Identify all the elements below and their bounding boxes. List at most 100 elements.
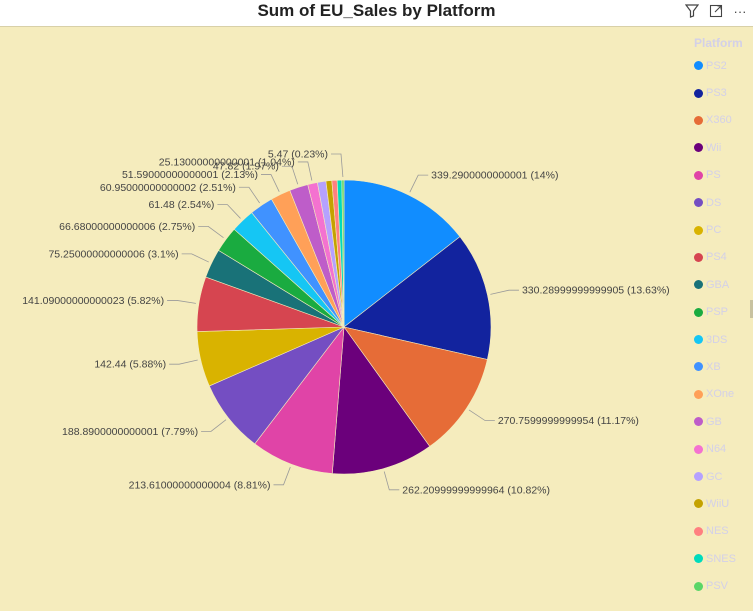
pie-slice-ps3[interactable]	[343, 236, 492, 360]
legend-item-gb[interactable]: GB	[694, 408, 753, 435]
leader-line	[297, 161, 313, 181]
legend-item-ps3[interactable]: PS3	[694, 79, 753, 106]
legend-marker	[694, 115, 703, 125]
legend-label: PSP	[706, 306, 729, 319]
leader-line	[468, 409, 495, 421]
data-label: 51.59000000000001 (2.13%)	[122, 169, 258, 181]
legend-item-psp[interactable]: PSP	[694, 299, 753, 326]
legend-item-psv[interactable]: PSV	[694, 572, 753, 599]
scrollbar[interactable]	[750, 300, 753, 318]
legend-label: 3DS	[706, 333, 728, 346]
legend-label: GB	[706, 415, 722, 428]
leader-line	[490, 289, 519, 295]
legend-marker	[694, 88, 703, 98]
legend-label: XOne	[706, 388, 735, 401]
legend-marker	[694, 170, 703, 180]
data-label: 25.13000000000001 (1.04%)	[159, 156, 295, 168]
legend-label: SNES	[706, 552, 736, 565]
legend-label: NES	[706, 525, 729, 538]
legend-marker	[694, 554, 703, 564]
data-label: 188.8900000000001 (7.79%)	[62, 426, 198, 438]
legend-item-ps4[interactable]: PS4	[694, 244, 753, 271]
legend-item-snes[interactable]: SNES	[694, 545, 753, 572]
data-label: 66.68000000000006 (2.75%)	[59, 221, 195, 233]
legend-label: PS	[706, 169, 721, 182]
data-label: 60.95000000000002 (2.51%)	[100, 182, 236, 194]
legend-marker	[694, 335, 703, 345]
legend-item-3ds[interactable]: 3DS	[694, 326, 753, 353]
pie-slice-x360[interactable]	[343, 326, 488, 447]
visual-header-icons: ···	[683, 2, 749, 20]
legend-marker	[694, 252, 703, 262]
legend-item-xone[interactable]: XOne	[694, 381, 753, 408]
data-label: 270.7599999999954 (11.17%)	[498, 415, 639, 427]
pie-slice-ps[interactable]	[254, 326, 345, 474]
legend-item-wii[interactable]: Wii	[694, 134, 753, 161]
legend-label: GC	[706, 470, 723, 483]
leader-line	[198, 225, 224, 239]
legend-item-ds[interactable]: DS	[694, 189, 753, 216]
legend-item-gba[interactable]: GBA	[694, 271, 753, 298]
legend-item-x360[interactable]: X360	[694, 107, 753, 134]
legend-marker	[694, 417, 703, 427]
data-label: 142.44 (5.88%)	[94, 359, 166, 371]
legend-label: X360	[706, 114, 732, 127]
data-label: 47.82 (1.97%)	[213, 161, 279, 173]
leader-line	[181, 253, 209, 263]
legend-item-wiiu[interactable]: WiiU	[694, 490, 753, 517]
data-label: 141.09000000000023 (5.82%)	[22, 295, 164, 307]
legend-label: PS4	[706, 251, 727, 264]
legend-marker	[694, 198, 703, 208]
leader-line	[217, 204, 241, 219]
legend-title: Platform	[694, 36, 743, 50]
pie-chart: 339.2900000000001 (14%) 330.2899999999990…	[22, 149, 669, 497]
legend-label: Wii	[706, 141, 722, 154]
legend-marker	[694, 389, 703, 399]
legend-marker	[694, 444, 703, 454]
legend-item-gc[interactable]: GC	[694, 463, 753, 490]
legend-label: PC	[706, 224, 722, 237]
pie-slice-ps2[interactable]	[343, 179, 461, 328]
legend-marker	[694, 472, 703, 482]
data-label: 213.61000000000004 (8.81%)	[129, 479, 271, 491]
leader-line	[383, 471, 400, 491]
legend-label: XB	[706, 360, 721, 373]
focus-mode-icon[interactable]	[707, 2, 725, 20]
more-options-icon[interactable]: ···	[733, 3, 747, 19]
legend-label: WiiU	[706, 497, 730, 510]
leader-line	[261, 174, 280, 192]
legend: Platform PS2 PS3 X360 Wii PS DS PC PS4 GBA PSP 3DS…	[694, 34, 753, 600]
legend-label: PS3	[706, 87, 727, 100]
data-label: 75.25000000000006 (3.1%)	[48, 248, 178, 260]
legend-label: GBA	[706, 278, 730, 291]
data-label: 262.20999999999964 (10.82%)	[402, 484, 550, 496]
legend-label: PSV	[706, 580, 729, 593]
filter-icon[interactable]	[683, 2, 701, 20]
legend-marker	[694, 280, 703, 290]
legend-marker	[694, 225, 703, 235]
data-label: 339.2900000000001 (14%)	[431, 170, 558, 182]
leader-line	[281, 165, 299, 185]
legend-marker	[694, 362, 703, 372]
legend-marker	[694, 526, 703, 536]
title-bar: Sum of EU_Sales by Platform ···	[0, 0, 753, 27]
legend-item-nes[interactable]: NES	[694, 518, 753, 545]
legend-marker	[694, 61, 703, 71]
legend-item-ps[interactable]: PS	[694, 162, 753, 189]
legend-label: PS2	[706, 59, 727, 72]
leader-line	[169, 359, 198, 365]
legend-marker	[694, 499, 703, 509]
legend-item-pc[interactable]: PC	[694, 216, 753, 243]
leader-line	[273, 466, 291, 486]
legend-item-xb[interactable]: XB	[694, 353, 753, 380]
leader-line	[331, 153, 344, 178]
pie-slice-wii[interactable]	[331, 326, 431, 475]
data-label: 5.47 (0.23%)	[268, 149, 328, 161]
legend-marker	[694, 143, 703, 153]
leader-line	[167, 300, 196, 304]
legend-item-ps2[interactable]: PS2	[694, 52, 753, 79]
leader-line	[238, 186, 260, 204]
pie-slice-psv[interactable]	[341, 179, 345, 328]
legend-label: N64	[706, 443, 727, 456]
legend-item-n64[interactable]: N64	[694, 435, 753, 462]
